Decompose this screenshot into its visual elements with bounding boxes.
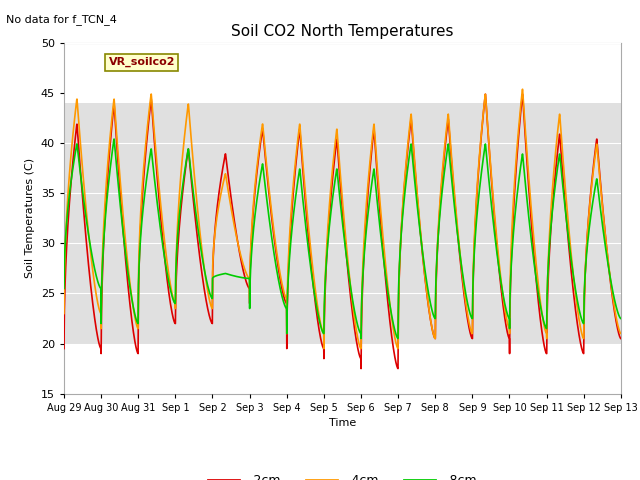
Text: No data for f_TCN_4: No data for f_TCN_4 (6, 14, 117, 25)
Bar (64, 103, 621, 344)
Text: VR_soilco2: VR_soilco2 (109, 57, 175, 68)
Legend: -2cm, -4cm, -8cm: -2cm, -4cm, -8cm (204, 469, 481, 480)
Title: Soil CO2 North Temperatures: Soil CO2 North Temperatures (231, 24, 454, 39)
X-axis label: Time: Time (329, 418, 356, 428)
Y-axis label: Soil Temperatures (C): Soil Temperatures (C) (26, 158, 35, 278)
